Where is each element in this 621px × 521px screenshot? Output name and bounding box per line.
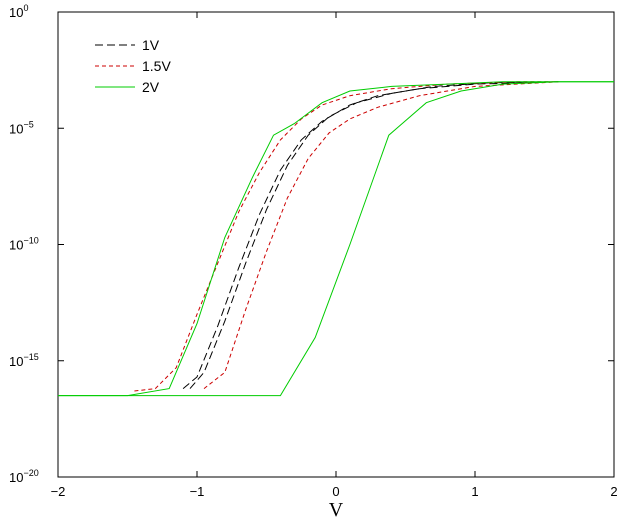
y-tick-base: 10	[9, 121, 23, 136]
y-tick-label: 10−15	[9, 352, 39, 369]
y-tick-exponent: −20	[23, 468, 38, 478]
y-tick-base: 10	[9, 238, 23, 253]
y-tick-label: 10−20	[9, 468, 39, 485]
series-line-2v-4	[58, 81, 614, 397]
x-tick-label: 2	[610, 484, 617, 499]
x-tick-label: −1	[190, 484, 205, 499]
x-tick-label: −2	[51, 484, 66, 499]
series-line-1v-1	[189, 81, 559, 389]
series-line-2v-5	[58, 81, 614, 397]
y-tick-label: 100	[9, 3, 28, 20]
series-line-1-5v-3	[203, 81, 559, 389]
y-tick-exponent: −5	[23, 119, 33, 129]
legend-label: 1V	[142, 37, 160, 53]
x-axis: −2 −1 0 1 2	[51, 12, 618, 499]
legend-label: 1.5V	[142, 58, 171, 74]
x-tick-label: 0	[332, 484, 339, 499]
x-axis-label: V	[329, 499, 344, 521]
y-tick-label: 10−5	[9, 119, 34, 136]
y-tick-base: 10	[9, 5, 23, 20]
series-line-1-5v-2	[134, 81, 559, 392]
series-line-1v-0	[182, 81, 559, 389]
y-tick-exponent: 0	[23, 3, 28, 13]
x-tick-label: 1	[471, 484, 478, 499]
series-layer	[58, 81, 614, 397]
y-tick-label: 10−10	[9, 236, 39, 253]
legend-label: 2V	[142, 79, 160, 95]
y-tick-exponent: −10	[23, 236, 38, 246]
y-tick-base: 10	[9, 470, 23, 485]
y-tick-base: 10	[9, 354, 23, 369]
y-tick-exponent: −15	[23, 352, 38, 362]
legend: 1V 1.5V 2V	[95, 37, 171, 95]
